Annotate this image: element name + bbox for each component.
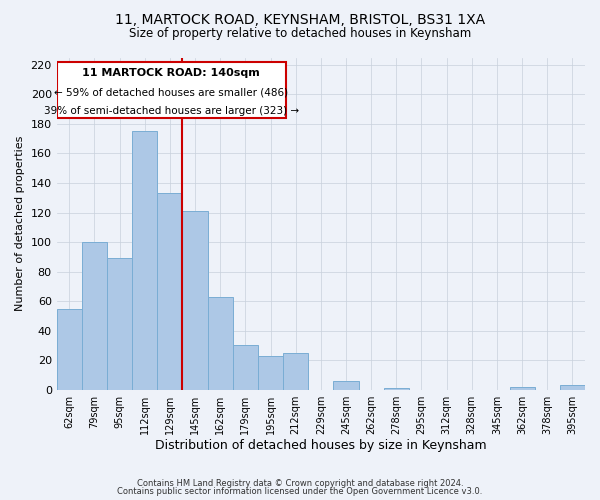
Text: ← 59% of detached houses are smaller (486): ← 59% of detached houses are smaller (48… [54, 87, 288, 97]
Text: 39% of semi-detached houses are larger (323) →: 39% of semi-detached houses are larger (… [44, 106, 299, 116]
Bar [182, 211, 208, 390]
Bar [258, 356, 283, 390]
X-axis label: Distribution of detached houses by size in Keynsham: Distribution of detached houses by size … [155, 440, 487, 452]
Bar [560, 386, 585, 390]
Bar [56, 308, 82, 390]
Bar [509, 387, 535, 390]
Y-axis label: Number of detached properties: Number of detached properties [15, 136, 25, 312]
Text: Size of property relative to detached houses in Keynsham: Size of property relative to detached ho… [129, 28, 471, 40]
Bar [132, 132, 157, 390]
Bar [82, 242, 107, 390]
FancyBboxPatch shape [56, 62, 286, 118]
Bar [384, 388, 409, 390]
Text: Contains public sector information licensed under the Open Government Licence v3: Contains public sector information licen… [118, 487, 482, 496]
Text: Contains HM Land Registry data © Crown copyright and database right 2024.: Contains HM Land Registry data © Crown c… [137, 478, 463, 488]
Text: 11 MARTOCK ROAD: 140sqm: 11 MARTOCK ROAD: 140sqm [82, 68, 260, 78]
Bar [208, 296, 233, 390]
Bar [283, 353, 308, 390]
Bar [233, 346, 258, 390]
Text: 11, MARTOCK ROAD, KEYNSHAM, BRISTOL, BS31 1XA: 11, MARTOCK ROAD, KEYNSHAM, BRISTOL, BS3… [115, 12, 485, 26]
Bar [334, 381, 359, 390]
Bar [157, 194, 182, 390]
Bar [107, 258, 132, 390]
